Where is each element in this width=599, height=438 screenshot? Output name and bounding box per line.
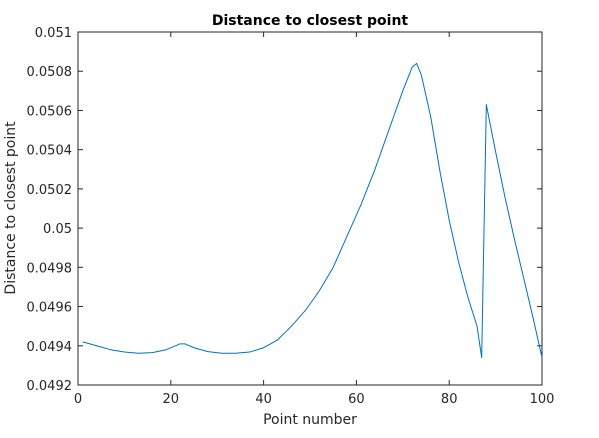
y-axis-ticks: 0.0492 0.0494 0.0496 0.0498 0.05 0.0502 0.0504… bbox=[27, 26, 542, 394]
y-tick-label: 0.0502 bbox=[27, 183, 73, 198]
y-tick-label: 0.0504 bbox=[27, 144, 73, 159]
x-axis-label: Point number bbox=[263, 412, 357, 428]
y-tick-label: 0.0492 bbox=[27, 379, 73, 394]
x-tick-label: 0 bbox=[74, 392, 82, 407]
y-axis-label: Distance to closest point bbox=[3, 121, 19, 295]
chart-title: Distance to closest point bbox=[212, 13, 409, 29]
axes-box bbox=[77, 31, 543, 386]
y-tick-label: 0.05 bbox=[43, 222, 72, 237]
y-tick-label: 0.0506 bbox=[27, 104, 73, 119]
y-tick-label: 0.0498 bbox=[27, 261, 73, 276]
y-tick-label: 0.051 bbox=[35, 26, 72, 41]
series-layer bbox=[82, 62, 543, 359]
x-tick-label: 60 bbox=[348, 392, 365, 407]
y-tick-label: 0.0508 bbox=[27, 65, 73, 80]
x-tick-label: 20 bbox=[163, 392, 180, 407]
x-tick-label: 80 bbox=[441, 392, 458, 407]
series-line bbox=[82, 62, 543, 359]
x-tick-label: 40 bbox=[255, 392, 272, 407]
y-tick-label: 0.0496 bbox=[27, 301, 73, 316]
x-axis-ticks: 0 20 40 60 80 100 bbox=[74, 32, 555, 407]
x-tick-label: 100 bbox=[530, 392, 555, 407]
y-tick-label: 0.0494 bbox=[27, 340, 73, 355]
